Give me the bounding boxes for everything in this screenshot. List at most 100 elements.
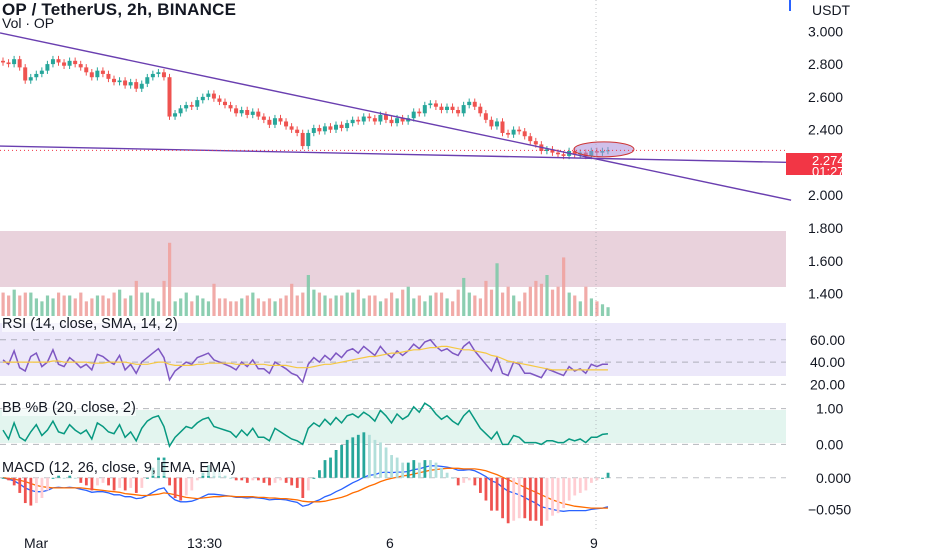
price-candles bbox=[1, 55, 610, 160]
candle-body bbox=[450, 106, 455, 110]
volume-bars bbox=[1, 242, 610, 316]
time-tick-label: Mar bbox=[24, 535, 48, 550]
volume-bar bbox=[584, 286, 588, 316]
volume-bar bbox=[390, 292, 394, 316]
macd-hist-bar bbox=[57, 475, 60, 478]
volume-bar bbox=[217, 298, 222, 316]
volume-bar bbox=[173, 301, 177, 316]
symbol-title[interactable]: OP / TetherUS, 2h, BINANCE bbox=[2, 0, 237, 19]
macd-hist-bar bbox=[279, 477, 282, 481]
volume-bar bbox=[401, 289, 405, 316]
price-tick-label: 2.600 bbox=[808, 89, 843, 105]
volume-bar bbox=[556, 286, 560, 316]
candle-body bbox=[161, 72, 166, 78]
volume-bar bbox=[118, 289, 122, 316]
candle-body bbox=[389, 119, 394, 124]
macd-hist-bar bbox=[451, 477, 455, 479]
candle-body bbox=[272, 118, 277, 125]
macd-hist-bar bbox=[517, 477, 521, 519]
time-tick-label: 13:30 bbox=[187, 535, 222, 550]
trendlines[interactable] bbox=[0, 0, 792, 530]
candle-body bbox=[467, 101, 472, 106]
candle-body bbox=[350, 119, 355, 124]
candle-body bbox=[56, 59, 61, 63]
bb-title[interactable]: BB %B (20, close, 2) bbox=[2, 400, 136, 416]
volume-bar bbox=[467, 292, 471, 316]
macd-hist-bar bbox=[7, 477, 11, 481]
candle-body bbox=[439, 106, 444, 110]
volume-bar bbox=[134, 280, 138, 316]
candle-body bbox=[528, 136, 533, 142]
volume-bar bbox=[267, 298, 272, 316]
volume-bar bbox=[179, 298, 183, 316]
time-tick-label: 9 bbox=[590, 535, 598, 550]
volume-bar bbox=[295, 295, 299, 316]
candle-body bbox=[12, 59, 17, 65]
volume-bar bbox=[123, 298, 127, 316]
macd-hist-bar bbox=[456, 477, 460, 486]
volume-bar bbox=[573, 295, 577, 316]
volume-bar bbox=[373, 295, 377, 316]
volume-bar bbox=[195, 295, 199, 316]
macd-hist-bar bbox=[534, 477, 538, 521]
volume-bar bbox=[523, 292, 527, 316]
rsi-title[interactable]: RSI (14, close, SMA, 14, 2) bbox=[2, 316, 178, 332]
volume-bar bbox=[90, 298, 94, 316]
volume-bar bbox=[478, 298, 482, 316]
macd-title[interactable]: MACD (12, 26, close, 9, EMA, EMA) bbox=[2, 460, 236, 476]
volume-bar bbox=[528, 286, 532, 316]
volume-bar bbox=[567, 292, 571, 316]
macd-hist-bar bbox=[384, 447, 388, 478]
price-tick-label: 1.800 bbox=[808, 220, 843, 236]
price-tick-label: 3.000 bbox=[808, 23, 843, 39]
volume-bar bbox=[378, 301, 383, 316]
candle-body bbox=[511, 129, 516, 135]
price-tick-label: 1.400 bbox=[808, 286, 843, 302]
volume-bar bbox=[223, 298, 227, 316]
volume-bar bbox=[328, 298, 333, 316]
volume-bar bbox=[545, 275, 549, 316]
candle-body bbox=[211, 93, 216, 99]
candle-body bbox=[123, 80, 128, 86]
candle-body bbox=[428, 103, 433, 106]
macd-hist-bar bbox=[362, 432, 366, 478]
time-tick-label: 6 bbox=[386, 535, 394, 550]
candle-body bbox=[95, 70, 100, 78]
volume-bar bbox=[57, 292, 61, 316]
currency-label: USDT bbox=[812, 2, 851, 18]
macd-hist-bar bbox=[134, 477, 138, 493]
volume-bar bbox=[256, 298, 260, 316]
candle-body bbox=[100, 70, 105, 74]
rsi-tick-label: 20.00 bbox=[810, 376, 845, 392]
macd-hist-bar bbox=[473, 477, 477, 486]
volume-legend[interactable]: Vol · OP bbox=[2, 15, 55, 31]
volume-bar bbox=[351, 292, 355, 316]
candle-body bbox=[550, 149, 555, 153]
macd-hist-bar bbox=[467, 477, 471, 481]
volume-bar bbox=[190, 301, 194, 316]
macd-hist-bar bbox=[101, 477, 105, 483]
volume-bar bbox=[156, 301, 161, 316]
macd-hist-bar bbox=[556, 477, 560, 514]
candle-body bbox=[295, 129, 300, 133]
volume-bar bbox=[7, 295, 11, 316]
candle-body bbox=[206, 93, 211, 97]
price-tick-label: 2.000 bbox=[808, 187, 843, 203]
volume-bar bbox=[340, 295, 344, 316]
macd-hist-bar bbox=[540, 477, 543, 526]
candle-body bbox=[334, 124, 338, 130]
volume-bar bbox=[284, 295, 288, 316]
candle-body bbox=[245, 110, 250, 115]
volume-bar bbox=[12, 289, 16, 316]
rsi-tick-label: 60.00 bbox=[810, 332, 845, 348]
candle-body bbox=[128, 82, 133, 86]
volume-bar bbox=[434, 292, 438, 316]
candle-body bbox=[367, 116, 372, 119]
macd-hist-bar bbox=[562, 477, 566, 509]
volume-bar bbox=[1, 292, 5, 316]
volume-bar bbox=[45, 295, 50, 316]
volume-bar bbox=[34, 298, 38, 316]
volume-bar bbox=[95, 295, 100, 316]
candle-body bbox=[456, 110, 461, 114]
